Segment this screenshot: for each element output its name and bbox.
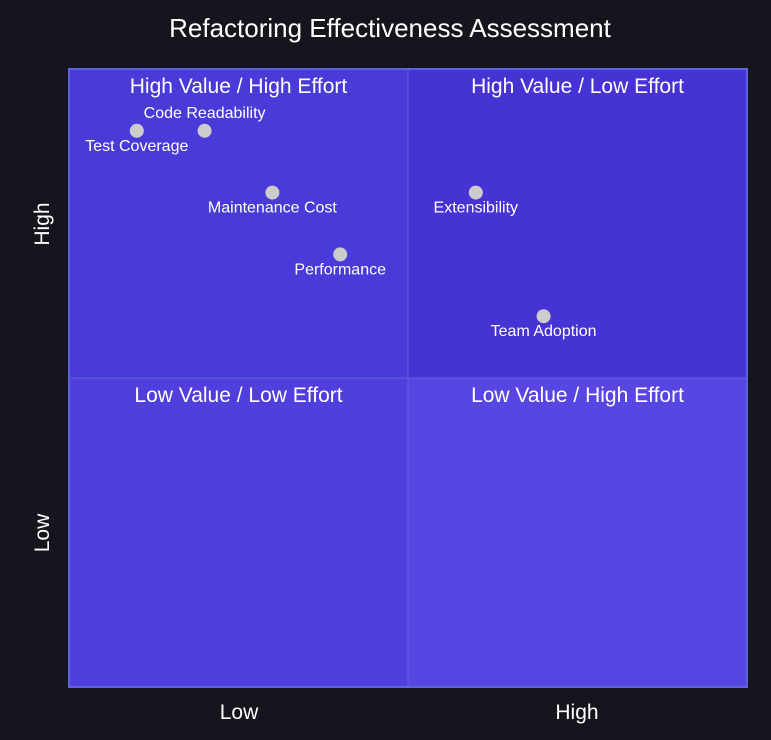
plot-border [68,68,748,688]
data-point[interactable] [197,123,212,138]
y-axis-high-label: High [31,202,54,245]
quadrant-label-top-right: High Value / Low Effort [471,75,684,98]
data-point-label: Performance [294,261,386,278]
data-point-label: Maintenance Cost [208,200,338,217]
data-point-label: Extensibility [434,200,518,217]
y-axis-low-label: Low [31,513,54,552]
quadrant-top-left [68,68,409,379]
data-point[interactable] [333,247,348,262]
quadrant-bottom-left [68,377,409,688]
data-point-label: Code Readability [144,105,266,122]
quadrant-label-bottom-right: Low Value / High Effort [471,384,684,407]
data-point[interactable] [265,185,280,200]
quadrant-label-top-left: High Value / High Effort [130,75,348,98]
chart-title: Refactoring Effectiveness Assessment [169,13,612,43]
x-axis-low-label: Low [220,701,259,724]
data-point[interactable] [536,309,551,324]
quadrant-top-right [407,68,748,379]
data-point-label: Team Adoption [491,323,597,340]
quadrant-bottom-right [407,377,748,688]
quadrant-label-bottom-left: Low Value / Low Effort [134,384,342,407]
data-point-label: Test Coverage [85,138,188,155]
x-axis-high-label: High [555,701,598,724]
data-point[interactable] [129,123,144,138]
data-point[interactable] [468,185,483,200]
